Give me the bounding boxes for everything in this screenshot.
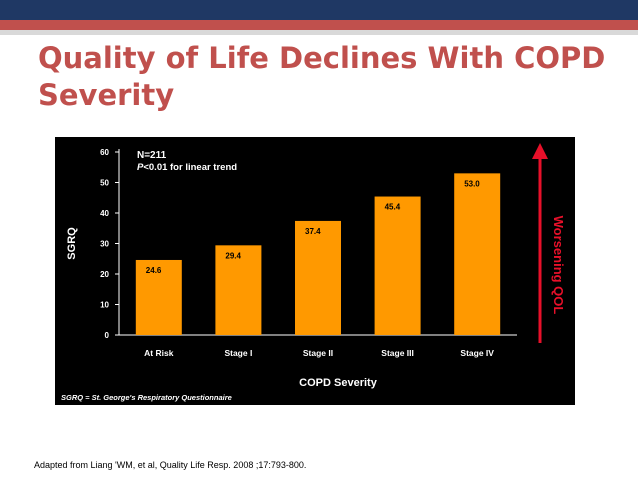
bar-stage-iii [374,196,421,335]
worsening-qol-label: Worsening QOL [551,216,566,315]
bar-stage-i [215,245,262,335]
header-band-grey [0,30,638,35]
bar-value-label: 53.0 [464,179,480,188]
x-tick-label: At Risk [144,348,174,358]
sample-size-annotation: N=211 [137,150,167,161]
x-tick-label: Stage I [224,348,252,358]
x-tick-label: Stage IV [460,348,494,358]
y-tick-label: 20 [100,270,109,279]
sgrq-bar-chart: 0 10 20 30 40 50 60 SGRQ 24.6 At Risk 29.4 Stage I… [61,143,566,402]
y-tick-label: 10 [100,301,109,310]
p-value-symbol: P [137,162,144,173]
header-band-blue [0,0,638,20]
slide-title: Quality of Life Declines With COPD Sever… [38,41,606,112]
x-tick-label: Stage II [303,348,333,358]
bar-value-label: 29.4 [225,251,241,260]
source-footnote: Adapted from Liang 'WM, et al, Quality L… [34,460,307,470]
y-tick-label: 40 [100,209,109,218]
bar-at-risk [135,259,182,335]
y-axis-title: SGRQ [66,227,78,260]
bar-value-label: 37.4 [305,227,321,236]
x-axis-title: COPD Severity [299,377,378,389]
y-tick-label: 0 [105,331,110,340]
header-band-red [0,20,638,30]
bar-stage-iv [454,173,501,335]
y-tick-label: 30 [100,240,109,249]
y-tick-label: 60 [100,148,109,157]
worsening-arrow-head-icon [532,143,548,159]
bar-value-label: 24.6 [146,266,162,275]
chart-panel: 0 10 20 30 40 50 60 SGRQ 24.6 At Risk 29.4 Stage I… [55,137,575,405]
abbreviation-note: SGRQ = St. George's Respiratory Question… [61,393,232,402]
p-value-text: <0.01 for linear trend [143,162,237,173]
x-tick-label: Stage III [381,348,414,358]
bar-stage-ii [295,220,341,335]
p-value-annotation: P<0.01 for linear trend [137,162,237,173]
y-tick-label: 50 [100,179,109,188]
bar-value-label: 45.4 [385,203,401,212]
